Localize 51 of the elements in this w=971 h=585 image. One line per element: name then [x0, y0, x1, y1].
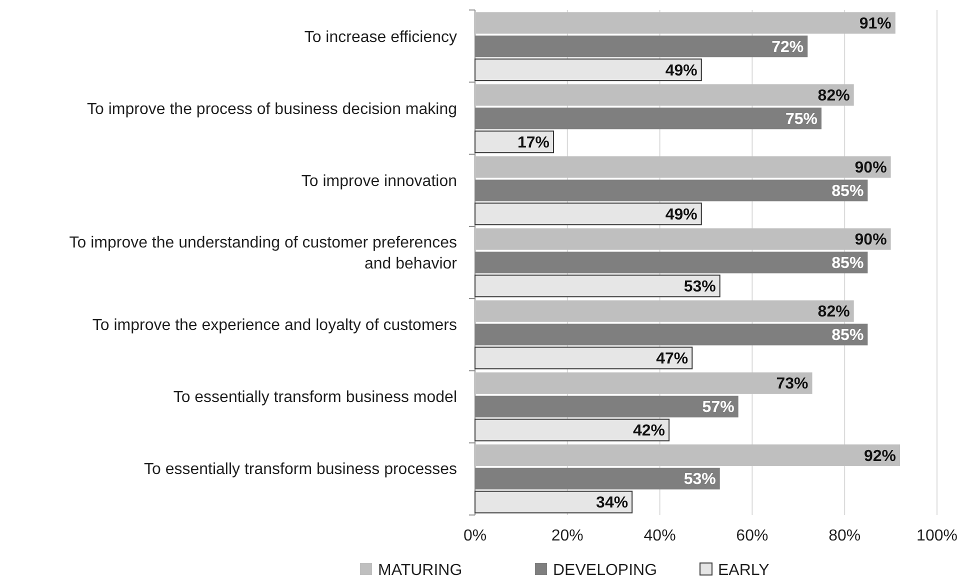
x-tick-label: 60%: [736, 527, 768, 544]
bar: [475, 372, 812, 394]
legend-label: EARLY: [718, 562, 770, 579]
x-tick-label: 80%: [828, 527, 861, 544]
data-label: 92%: [864, 448, 896, 465]
data-label: 34%: [596, 494, 628, 512]
bar: [475, 444, 900, 466]
data-label: 49%: [665, 62, 698, 80]
bar: [475, 156, 891, 178]
bar: [474, 130, 554, 154]
data-label: 49%: [665, 206, 698, 224]
data-label: 73%: [776, 376, 808, 393]
y-tick-label: To essentially transform business model: [173, 389, 457, 406]
y-tick-label: To essentially transform business processes: [144, 461, 457, 478]
x-tick-label: 20%: [551, 527, 584, 544]
bar: [474, 274, 720, 298]
data-label: 57%: [702, 399, 734, 416]
legend-label: MATURING: [378, 562, 462, 579]
data-label: 17%: [518, 134, 550, 152]
bar: [474, 58, 702, 82]
legend-label: DEVELOPING: [553, 562, 658, 579]
y-tick-label: To increase efficiency: [304, 28, 457, 46]
data-label: 42%: [633, 422, 666, 440]
y-tick-label: To improve innovation: [301, 173, 457, 190]
data-label: 72%: [772, 38, 804, 56]
data-label: 75%: [785, 111, 818, 128]
bar: [474, 418, 670, 442]
bar: [474, 202, 702, 226]
x-tick-label: 0%: [463, 527, 487, 544]
y-tick-label: To improve the understanding of customer preferences and behavior: [69, 234, 458, 273]
y-tick-label: To improve the process of business decision making: [87, 101, 457, 118]
data-label: 85%: [832, 183, 864, 200]
x-tick-label: 40%: [644, 527, 676, 544]
y-tick-label: To improve the experience and loyalty of customers: [92, 317, 457, 334]
bar: [474, 490, 633, 514]
data-label: 85%: [832, 255, 864, 272]
data-label: 53%: [684, 278, 716, 296]
data-label: 90%: [854, 232, 887, 249]
x-tick-label: 100%: [916, 527, 958, 544]
data-label: 47%: [656, 350, 688, 368]
data-label: 82%: [818, 304, 850, 321]
bar: [475, 12, 896, 34]
data-label: 85%: [832, 327, 864, 344]
data-label: 82%: [818, 88, 850, 105]
data-label: 90%: [854, 160, 887, 177]
bar: [475, 84, 854, 106]
data-label: 53%: [684, 471, 716, 488]
bar: [475, 228, 891, 250]
data-label: 91%: [859, 16, 892, 33]
bar: [475, 300, 854, 322]
bar: [474, 346, 693, 370]
